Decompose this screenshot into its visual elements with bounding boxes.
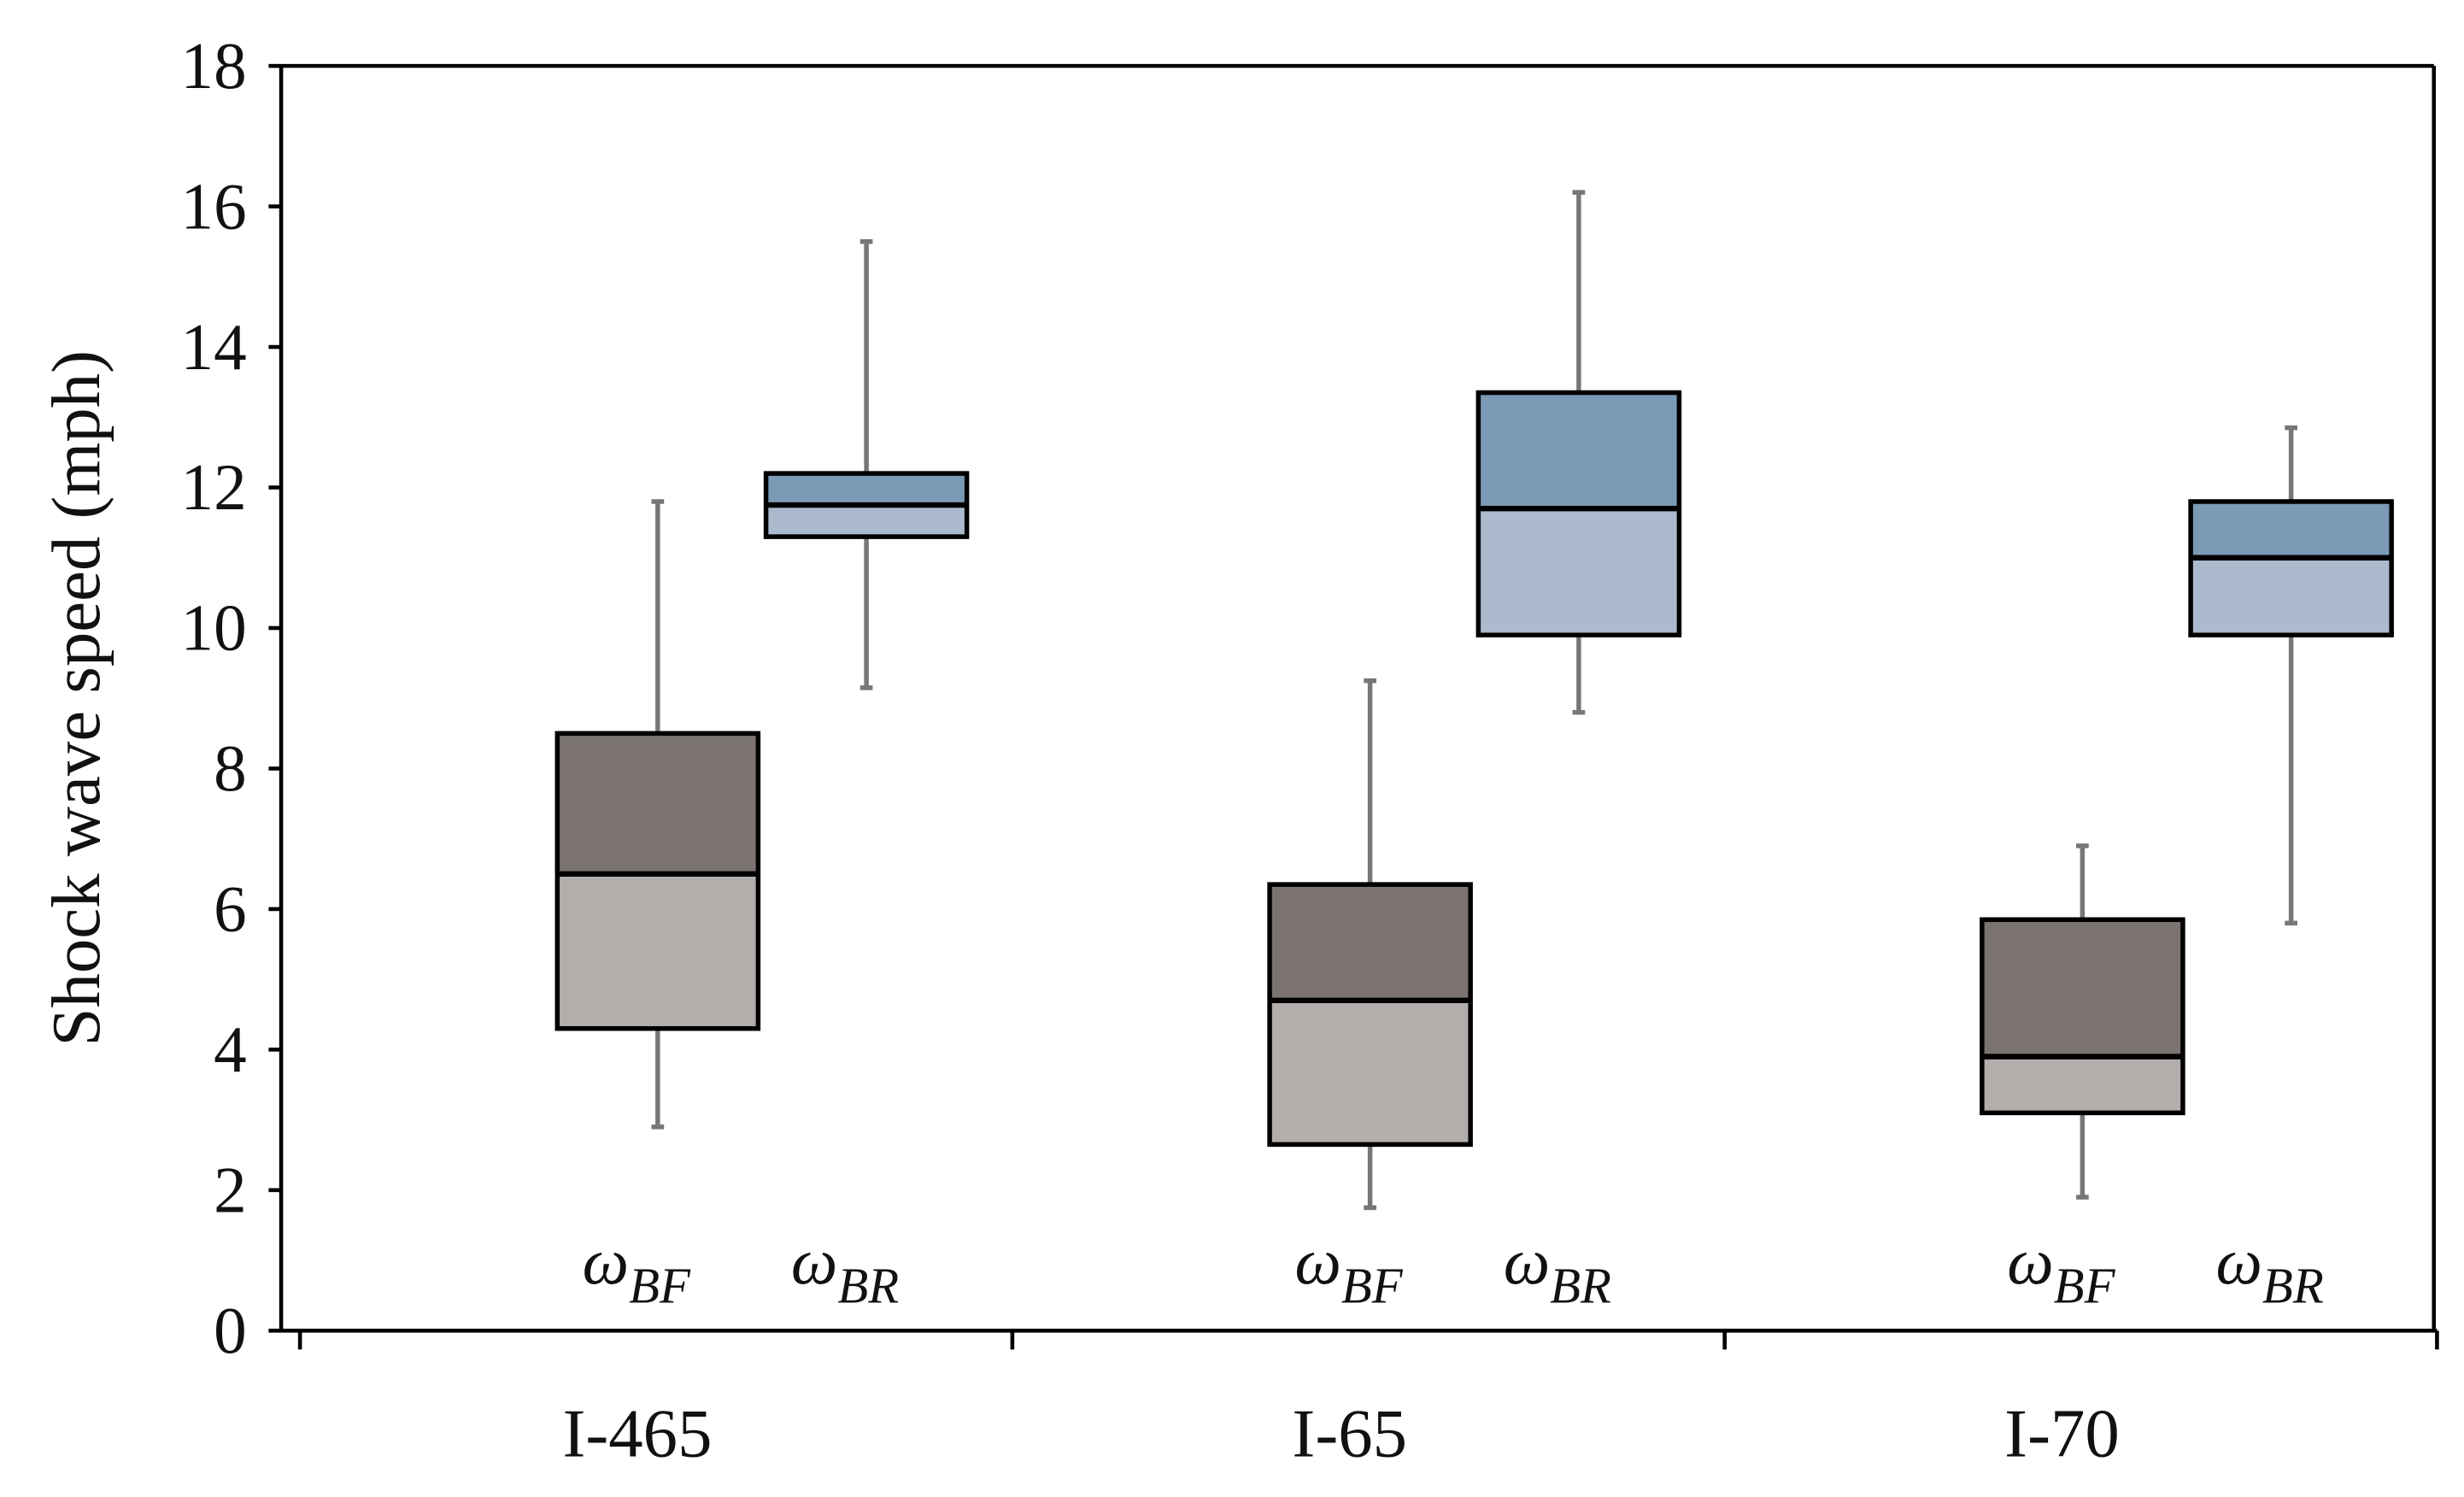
box-br-i-70: ωBR (2188, 425, 2394, 1313)
y-tick-label: 14 (181, 310, 247, 384)
box-bf-i-65: ωBF (1267, 678, 1473, 1313)
x-tick-label: I-65 (1292, 1395, 1407, 1471)
y-tick-label: 2 (214, 1154, 247, 1227)
y-tick-label: 4 (214, 1013, 247, 1086)
box-outline (1475, 390, 1682, 637)
axes: 0 2 4 6 8 10 12 14 16 18 I-465 I-65 I-70 (181, 29, 2439, 1471)
x-tick-label: I-70 (2004, 1395, 2120, 1471)
box-outline (2188, 499, 2394, 637)
box-bf-i-465: ωBF (554, 499, 761, 1313)
series-label: ωBF (1294, 1224, 1403, 1313)
series-label: ωBF (2007, 1224, 2115, 1313)
series-label: ωBR (1504, 1224, 1611, 1313)
y-tick-label: 6 (214, 872, 247, 946)
y-tick-label: 16 (181, 169, 247, 243)
lower-box (1981, 1056, 2183, 1113)
upper-box (1478, 392, 1680, 509)
y-tick-label: 12 (181, 450, 247, 524)
box-marks: ωBF ωBF ωBF ωBR ωBR ωBR (554, 190, 2394, 1313)
x-tick-label: I-465 (562, 1395, 712, 1471)
series-label-subscript: BR (837, 1258, 899, 1313)
lower-box (766, 505, 967, 537)
series-label-subscript: BF (1341, 1258, 1404, 1313)
box-outline (1267, 882, 1473, 1148)
box-br-i-465: ωBR (763, 238, 970, 1313)
y-tick-label: 10 (181, 591, 247, 665)
upper-box (557, 733, 759, 874)
y-tick-label: 0 (214, 1294, 247, 1367)
series-label-subscript: BR (1550, 1258, 1611, 1313)
box-outline (1980, 917, 2185, 1116)
series-label: ωBR (791, 1224, 899, 1313)
box-outline (554, 731, 761, 1031)
series-label-subscript: BF (629, 1258, 691, 1313)
series-label-subscript: BF (2054, 1258, 2116, 1313)
lower-box (557, 873, 759, 1029)
lower-box (2191, 557, 2392, 636)
box-br-i-65: ωBR (1475, 190, 1682, 1313)
upper-box (1270, 884, 1471, 1001)
series-label: ωBR (2215, 1224, 2323, 1313)
lower-box (1270, 1000, 1471, 1145)
series-label: ωBF (583, 1224, 691, 1313)
y-tick-label: 18 (181, 29, 247, 103)
upper-box (2191, 501, 2392, 558)
y-axis-label: Shock wave speed (mph) (38, 350, 114, 1046)
lower-box (1478, 508, 1680, 636)
box-bf-i-70: ωBF (1980, 843, 2185, 1313)
upper-box (1981, 919, 2183, 1057)
y-tick-label: 8 (214, 731, 247, 805)
series-label-subscript: BR (2262, 1258, 2324, 1313)
upper-box (766, 473, 967, 506)
